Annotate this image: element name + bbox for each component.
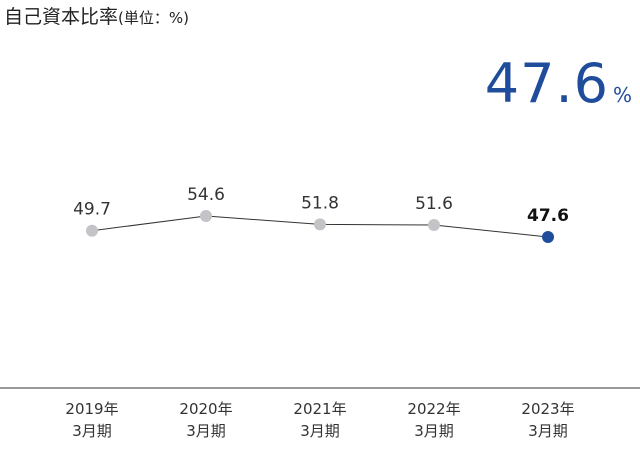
data-point: [542, 231, 554, 243]
highlight-value: 47.6%: [485, 52, 632, 115]
chart-title: 自己資本比率(単位：%): [4, 2, 189, 29]
highlight-number: 47.6: [484, 52, 609, 115]
chart-unit-label: (単位：%): [118, 9, 189, 27]
data-label: 51.8: [301, 193, 339, 213]
data-label: 54.6: [187, 185, 225, 205]
x-tick-label-year: 2021年: [293, 400, 346, 418]
x-tick-label-period: 3月期: [414, 422, 454, 440]
x-tick-label-period: 3月期: [72, 422, 112, 440]
x-tick-label-year: 2022年: [407, 400, 460, 418]
data-point: [428, 219, 440, 231]
x-tick-label-period: 3月期: [528, 422, 568, 440]
chart-title-text: 自己資本比率: [4, 6, 119, 28]
x-tick-label-period: 3月期: [186, 422, 226, 440]
x-tick-label-year: 2023年: [521, 400, 574, 418]
data-label: 47.6: [527, 206, 569, 226]
data-label: 51.6: [415, 194, 453, 214]
data-point: [200, 210, 212, 222]
data-point: [314, 218, 326, 231]
x-tick-label-period: 3月期: [300, 422, 340, 440]
data-point: [86, 224, 98, 237]
x-tick-label-year: 2020年: [179, 400, 232, 418]
data-label: 49.7: [73, 200, 111, 220]
highlight-unit: %: [612, 83, 632, 107]
x-tick-label-year: 2019年: [65, 400, 118, 418]
